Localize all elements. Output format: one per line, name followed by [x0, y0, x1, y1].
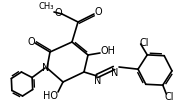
Text: Cl: Cl	[140, 38, 149, 48]
Text: O: O	[54, 8, 62, 18]
Text: OH: OH	[101, 46, 115, 56]
Text: HO: HO	[44, 91, 58, 101]
Text: Cl: Cl	[165, 92, 174, 102]
Text: N: N	[111, 68, 119, 78]
Text: O: O	[94, 7, 102, 17]
Text: N: N	[42, 63, 50, 73]
Text: O: O	[27, 37, 35, 47]
Text: CH₃: CH₃	[38, 1, 54, 11]
Text: N: N	[94, 76, 102, 86]
